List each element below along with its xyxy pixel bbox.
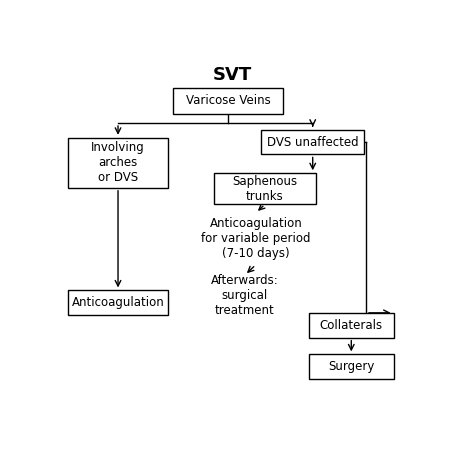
Text: Afterwards:
surgical
treatment: Afterwards: surgical treatment	[211, 274, 279, 317]
Text: Anticoagulation
for variable period
(7-10 days): Anticoagulation for variable period (7-1…	[201, 217, 310, 260]
Text: SVT: SVT	[212, 66, 252, 84]
FancyBboxPatch shape	[213, 173, 317, 204]
FancyBboxPatch shape	[261, 130, 364, 154]
FancyBboxPatch shape	[173, 88, 283, 114]
Text: DVS unaffected: DVS unaffected	[267, 136, 358, 149]
FancyBboxPatch shape	[309, 313, 393, 338]
Text: Varicose Veins: Varicose Veins	[186, 94, 271, 107]
Text: Anticoagulation: Anticoagulation	[72, 296, 164, 309]
FancyBboxPatch shape	[68, 138, 168, 188]
Text: Saphenous
trunks: Saphenous trunks	[232, 175, 298, 202]
Text: Surgery: Surgery	[328, 360, 374, 373]
Text: Collaterals: Collaterals	[320, 319, 383, 332]
Text: Involving
arches
or DVS: Involving arches or DVS	[91, 141, 145, 184]
FancyBboxPatch shape	[309, 354, 393, 379]
FancyBboxPatch shape	[68, 291, 168, 315]
